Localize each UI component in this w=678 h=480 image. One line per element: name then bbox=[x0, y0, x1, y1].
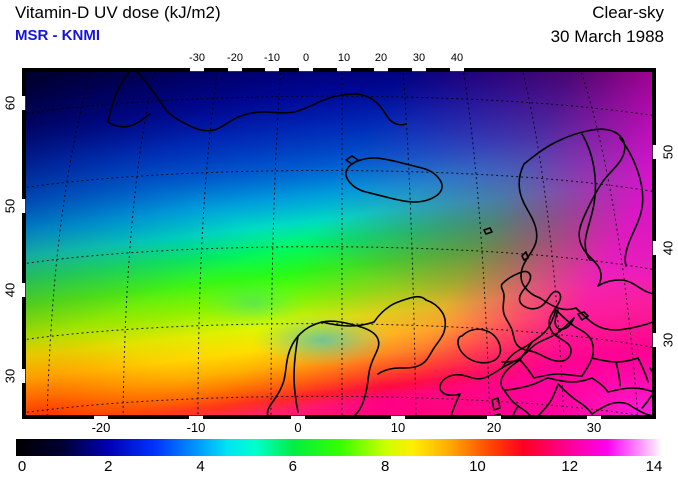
tick-gap bbox=[190, 68, 204, 72]
axis-tick-right-50: 50 bbox=[660, 144, 676, 160]
axis-tick-top-10: 10 bbox=[337, 52, 351, 64]
axis-tick-bottom--10: -10 bbox=[186, 420, 206, 435]
uv-dose-heatmap bbox=[22, 68, 656, 419]
tick-gap bbox=[22, 369, 26, 383]
axis-tick-right-30: 30 bbox=[660, 332, 676, 348]
date-label: 30 March 1988 bbox=[550, 27, 664, 46]
tick-gap bbox=[652, 241, 656, 255]
tick-gap bbox=[337, 68, 351, 72]
page-title: Vitamin-D UV dose (kJ/m2) bbox=[15, 3, 221, 22]
axis-tick-left-50: 50 bbox=[2, 198, 18, 214]
axis-tick-top--10: -10 bbox=[264, 52, 280, 64]
colorbar-tick-14: 14 bbox=[645, 458, 663, 475]
colorbar-tick-2: 2 bbox=[104, 458, 113, 475]
axis-tick-bottom-30: 30 bbox=[586, 420, 602, 435]
axis-tick-top--30: -30 bbox=[189, 52, 205, 64]
tick-gap bbox=[228, 68, 242, 72]
tick-gap bbox=[412, 68, 426, 72]
axis-tick-bottom-0: 0 bbox=[294, 420, 302, 435]
axis-tick-left-60: 60 bbox=[2, 95, 18, 111]
axis-tick-left-40: 40 bbox=[2, 282, 18, 298]
tick-gap bbox=[22, 283, 26, 297]
tick-gap bbox=[391, 415, 405, 419]
axis-tick-top-20: 20 bbox=[374, 52, 388, 64]
colorbar-tick-8: 8 bbox=[380, 458, 390, 475]
tick-gap bbox=[94, 415, 108, 419]
tick-gap bbox=[587, 415, 601, 419]
axis-tick-bottom-20: 20 bbox=[486, 420, 502, 435]
tick-gap bbox=[299, 68, 313, 72]
colorbar-tick-12: 12 bbox=[561, 458, 579, 475]
sky-condition-label: Clear-sky bbox=[592, 3, 664, 22]
axis-tick-top--20: -20 bbox=[227, 52, 243, 64]
axis-tick-top-0: 0 bbox=[302, 52, 310, 64]
colorbar-tick-10: 10 bbox=[469, 458, 486, 475]
axis-tick-marks bbox=[22, 68, 656, 419]
tick-gap bbox=[265, 68, 279, 72]
axis-tick-top-30: 30 bbox=[412, 52, 426, 64]
axis-tick-left-30: 30 bbox=[2, 368, 18, 384]
axis-tick-top-40: 40 bbox=[450, 52, 464, 64]
colorbar-tick-6: 6 bbox=[288, 458, 298, 475]
tick-gap bbox=[22, 199, 26, 213]
map-panel bbox=[22, 68, 656, 419]
tick-gap bbox=[450, 68, 464, 72]
axis-tick-bottom--20: -20 bbox=[91, 420, 111, 435]
tick-gap bbox=[652, 333, 656, 347]
tick-gap bbox=[291, 415, 305, 419]
tick-gap bbox=[374, 68, 388, 72]
data-source-label: MSR - KNMI bbox=[15, 27, 100, 44]
tick-gap bbox=[652, 145, 656, 159]
tick-gap bbox=[22, 96, 26, 110]
colorbar-tick-4: 4 bbox=[196, 458, 205, 475]
colorbar-tick-0: 0 bbox=[17, 458, 27, 475]
axis-tick-right-40: 40 bbox=[660, 240, 676, 256]
axis-tick-bottom-10: 10 bbox=[390, 420, 406, 435]
tick-gap bbox=[189, 415, 203, 419]
tick-gap bbox=[487, 415, 501, 419]
colorbar bbox=[16, 439, 662, 456]
